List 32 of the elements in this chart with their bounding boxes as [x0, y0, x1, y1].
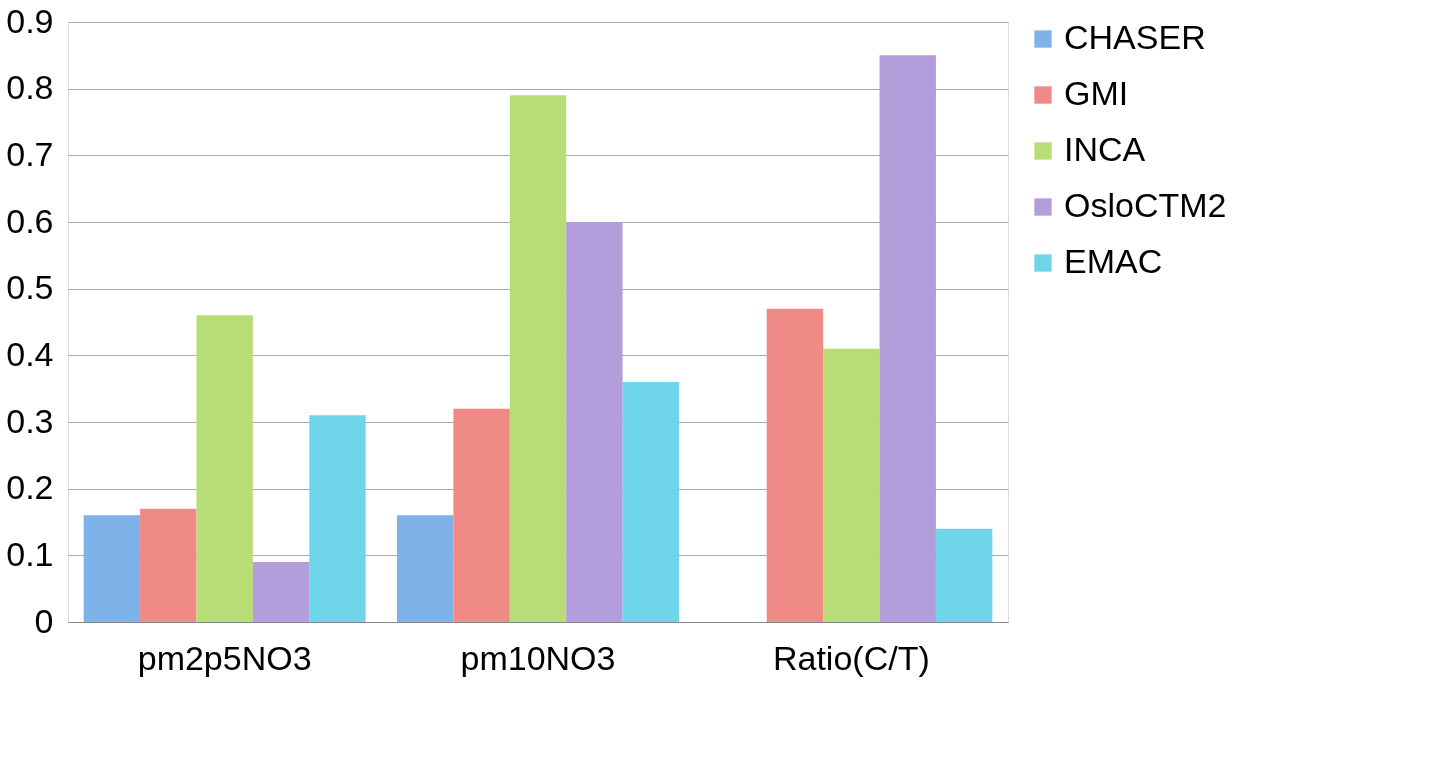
bar	[566, 222, 623, 622]
y-tick-label: 0.5	[6, 268, 54, 307]
bar	[509, 95, 567, 622]
bar	[766, 308, 824, 622]
bar	[83, 515, 141, 622]
legend-label: INCA	[1064, 130, 1146, 168]
y-tick-label: 0.7	[6, 134, 54, 173]
bar	[309, 415, 366, 622]
bar	[622, 382, 679, 622]
y-tick-label: 0.9	[6, 1, 54, 40]
bar	[823, 348, 880, 622]
x-tick-label: pm2p5NO3	[137, 638, 312, 677]
y-tick-label: 0	[34, 601, 54, 640]
bar	[935, 528, 993, 622]
y-tick-label: 0.2	[6, 468, 54, 507]
bar	[196, 315, 253, 622]
bar	[252, 562, 310, 622]
legend-label: EMAC	[1064, 242, 1163, 280]
x-tick-label: Ratio(C/T)	[772, 638, 930, 677]
y-tick-label: 0.1	[6, 534, 54, 573]
y-tick-label: 0.8	[6, 68, 54, 107]
y-tick-label: 0.6	[6, 201, 54, 240]
bar	[140, 508, 197, 622]
bar	[879, 55, 936, 622]
x-tick-label: pm10NO3	[460, 638, 616, 677]
legend-label: GMI	[1064, 74, 1129, 112]
legend-label: OsloCTM2	[1064, 186, 1227, 224]
y-tick-label: 0.3	[6, 401, 54, 440]
y-tick-label: 0.4	[6, 334, 54, 373]
bar	[397, 515, 454, 622]
legend-label: CHASER	[1064, 18, 1206, 56]
bar	[453, 408, 510, 622]
